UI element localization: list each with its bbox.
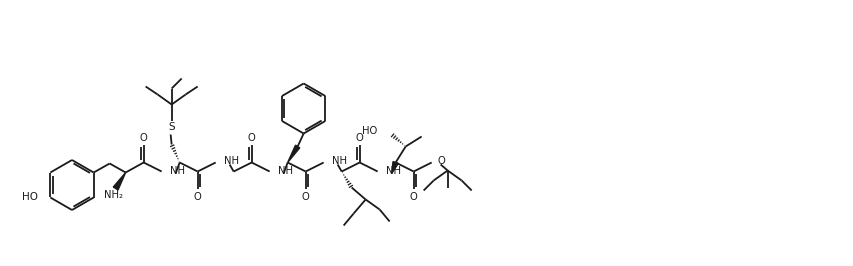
Text: O: O bbox=[301, 192, 309, 202]
Polygon shape bbox=[392, 161, 397, 173]
Text: NH: NH bbox=[277, 165, 293, 176]
Text: NH: NH bbox=[386, 165, 400, 176]
Text: NH: NH bbox=[223, 156, 238, 167]
Text: NH: NH bbox=[331, 156, 346, 167]
Text: O: O bbox=[247, 132, 255, 143]
Polygon shape bbox=[287, 145, 299, 163]
Text: O: O bbox=[409, 192, 417, 202]
Text: O: O bbox=[140, 132, 148, 143]
Text: HO: HO bbox=[22, 193, 38, 202]
Text: O: O bbox=[437, 156, 445, 165]
Text: O: O bbox=[194, 192, 201, 202]
Text: NH₂: NH₂ bbox=[104, 190, 123, 201]
Text: NH: NH bbox=[170, 165, 184, 176]
Polygon shape bbox=[113, 172, 125, 190]
Text: S: S bbox=[168, 122, 175, 131]
Text: O: O bbox=[356, 132, 363, 143]
Text: HO: HO bbox=[362, 126, 377, 135]
